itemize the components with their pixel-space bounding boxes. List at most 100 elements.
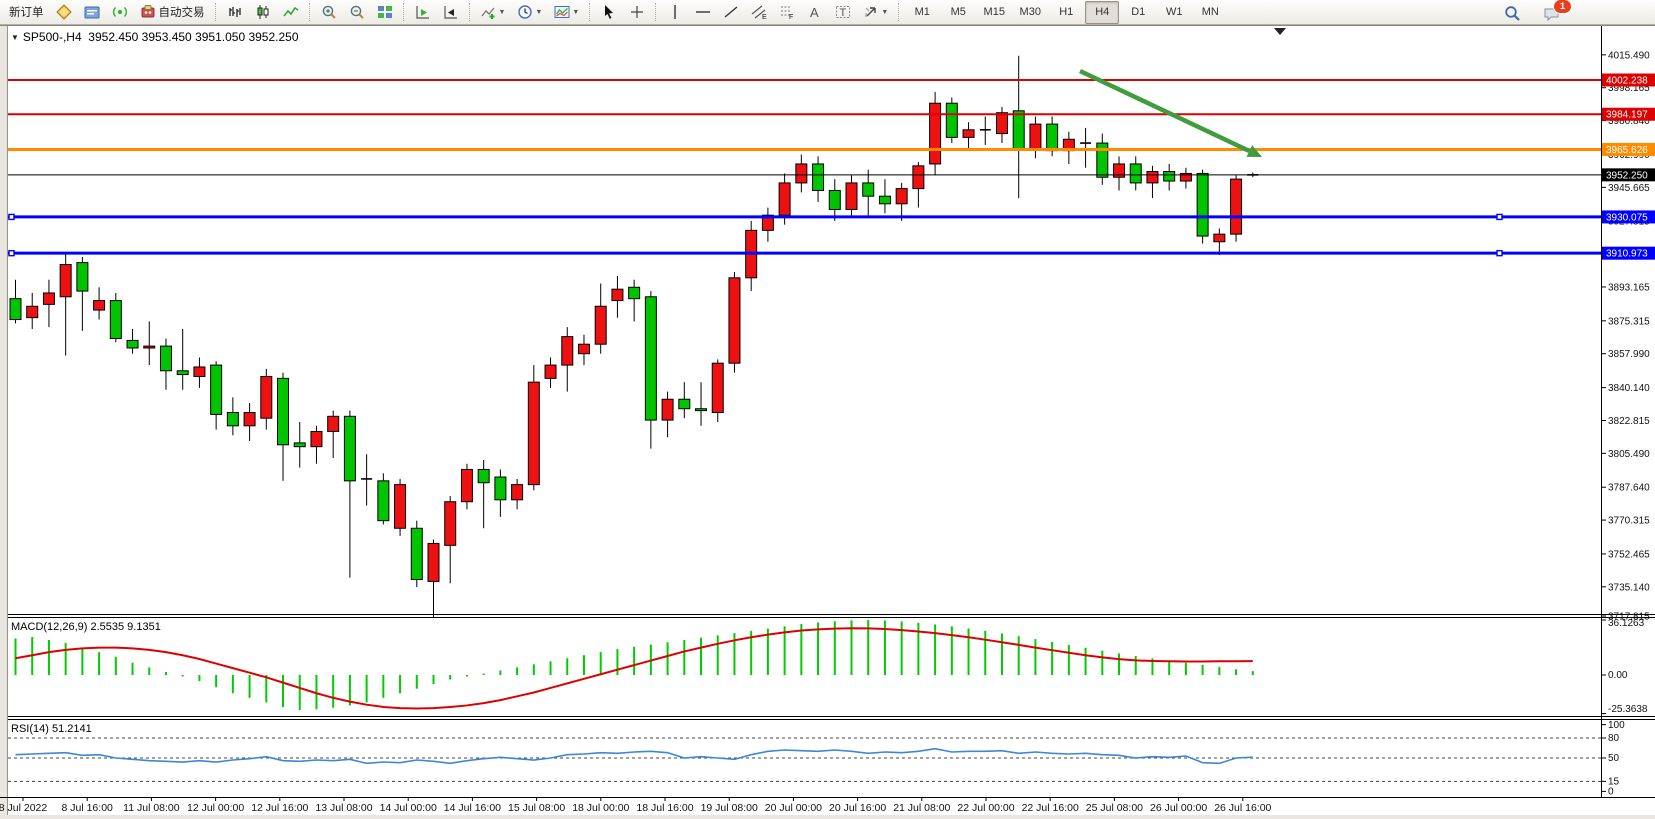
trendline-button[interactable] [718,1,744,24]
candle [678,382,691,419]
chart-plot-area[interactable] [8,26,1601,797]
timeframe-button-W1[interactable]: W1 [1166,6,1183,18]
clock-icon [518,5,533,19]
candle [828,179,841,221]
candle-body [644,296,657,421]
candle-body [277,377,290,446]
candle [929,91,942,176]
timeframe-button-M1[interactable]: M1 [914,6,930,18]
timeframe-button-H1[interactable]: H1 [1059,6,1074,18]
terminal-button[interactable] [79,1,105,24]
candle-body [945,102,958,138]
auto-trading-button[interactable]: 自动交易 [135,1,210,24]
candle [862,169,875,218]
timeframe-button-M5[interactable]: M5 [950,6,966,18]
new-order-button[interactable]: 新订单 [9,7,44,19]
candle [644,291,657,449]
arrows-button[interactable]: ▼ [858,1,893,24]
hline-object-3952.250[interactable]: 3952.250 [8,168,1655,182]
vertical-line-button[interactable] [662,1,688,24]
arrow-objects-icon [865,7,877,17]
candle [293,422,306,468]
templates-button[interactable]: ▼ [549,1,584,24]
hline-handle-right[interactable] [1496,213,1503,221]
arrange-windows-button[interactable] [438,1,464,24]
candle-body [293,442,306,448]
price-badge [1602,107,1655,121]
indicators-button[interactable]: ▼ [476,1,511,24]
candle-body [527,381,540,486]
search-icon [1505,6,1520,21]
candle-body [778,182,791,216]
rsi-axis-label: 15 [1608,776,1620,787]
candle [76,256,89,331]
fibonacci-button[interactable]: F [774,1,800,24]
profiles-button[interactable] [51,1,77,24]
candle-body [93,300,106,311]
periods-button[interactable]: ▼ [512,1,547,24]
zoom-out-button[interactable] [344,1,370,24]
candle [327,410,340,459]
notification-count-badge: 1 [1553,0,1572,14]
candle-body [511,484,524,501]
candle [1146,165,1159,199]
horizontal-line-button[interactable] [690,1,716,24]
candle-body [260,375,273,419]
hline-handle-left[interactable] [8,249,15,257]
bar-chart-button[interactable] [222,1,248,24]
time-tick-label: 12 Jul 00:00 [187,802,244,814]
crosshair-button[interactable] [624,1,650,24]
timeframe-button-M30[interactable]: M30 [1019,6,1041,18]
chart-shift-marker[interactable] [1274,28,1286,35]
hline-object-3910.973[interactable]: 3910.973 [8,246,1655,260]
candle [143,321,156,366]
hline-object-3930.075[interactable]: 3930.075 [8,210,1655,224]
hline-handle-left[interactable] [8,213,15,221]
timeframe-button-D1[interactable]: D1 [1131,6,1146,18]
symbol-search-button[interactable] [1499,2,1526,25]
time-tick-label: 25 Jul 08:00 [1086,802,1143,814]
macd-indicator-label: MACD(12,26,9) 2.5535 9.1351 [11,621,161,633]
timeframe-button-H4[interactable]: H4 [1085,0,1120,24]
rsi-indicator-label: RSI(14) 51.2141 [11,723,92,735]
svg-text:T: T [840,7,847,19]
equidistant-channel-button[interactable]: E [746,1,772,24]
candlestick-chart-button[interactable] [250,1,276,24]
cursor-button[interactable] [596,1,622,24]
timeframe-button-MN[interactable]: MN [1201,6,1219,18]
collapse-triangle-icon[interactable]: ▼ [11,33,19,42]
time-tick-label: 14 Jul 16:00 [444,802,501,814]
line-chart-button[interactable] [278,1,304,24]
notifications-button[interactable]: 1 [1538,0,1572,25]
price-badge-label: 3930.075 [1606,212,1648,223]
hline-object-4002.238[interactable]: 4002.238 [8,73,1655,87]
tile-windows-button[interactable] [372,1,398,24]
candle [594,283,607,354]
candle [845,175,858,218]
trend-arrow[interactable] [1079,68,1262,157]
trend-arrow-line[interactable] [1079,68,1251,154]
toolbar-separator [308,3,311,21]
hline-object-3965.626[interactable]: 3965.626 [8,142,1655,156]
macd-axis-label: -25.3638 [1608,704,1648,715]
price-tick-label: 3980.840 [1608,116,1650,127]
price-badge [1602,142,1655,156]
candle-body [711,362,724,414]
rsi-axis-label: 100 [1608,720,1625,731]
time-tick-label: 19 Jul 08:00 [701,802,758,814]
text-label-button[interactable]: T [830,1,856,24]
market-watch-button[interactable] [107,1,133,24]
candle-body [661,398,674,421]
text-button[interactable]: A [802,1,828,24]
candle-body [477,468,490,484]
hline-handle-right[interactable] [1496,249,1503,257]
auto-arrange-button[interactable] [410,1,436,24]
hline-object-3984.197[interactable]: 3984.197 [8,107,1655,121]
candle-body [962,129,975,138]
macd-signal-line [15,627,1253,710]
timeframe-button-M15[interactable]: M15 [983,6,1005,18]
toolbar-separator [898,3,900,21]
time-tick-label: 13 Jul 08:00 [315,802,372,814]
zoom-in-button[interactable] [316,1,342,24]
candle [394,478,407,536]
